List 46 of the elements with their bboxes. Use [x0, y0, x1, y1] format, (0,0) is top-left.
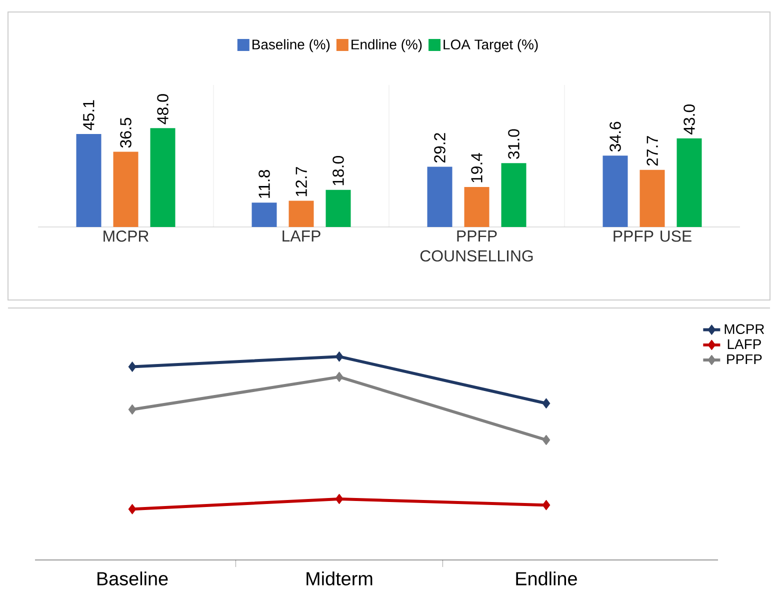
point	[335, 494, 344, 504]
bar	[113, 152, 138, 227]
data-label: 34.6	[610, 122, 621, 152]
data-label: 19.4	[471, 152, 482, 182]
data-label: 12.7	[296, 167, 307, 196]
bar	[501, 163, 526, 227]
bar	[326, 190, 351, 227]
x-tick-label: Baseline	[98, 572, 168, 586]
bar	[427, 166, 452, 227]
x-tick-label: PPFP USE	[614, 230, 692, 242]
data-label: 45.1	[83, 100, 94, 130]
point	[542, 398, 550, 409]
legend-label: MCPR	[724, 324, 764, 334]
bar	[602, 156, 628, 227]
point	[128, 504, 136, 514]
bar	[150, 128, 176, 227]
legend-label: LAFP	[728, 339, 761, 349]
bar	[676, 138, 702, 227]
point	[542, 500, 550, 510]
bar	[640, 170, 665, 227]
point	[542, 434, 550, 446]
data-label: 43.0	[684, 104, 695, 134]
x-tick-label: Endline	[516, 572, 577, 586]
legend-label: PPFP	[727, 354, 762, 364]
point	[128, 362, 136, 372]
point	[128, 404, 136, 415]
point	[335, 372, 344, 382]
bar	[252, 202, 277, 227]
data-label: 27.7	[646, 136, 658, 166]
bar	[288, 200, 314, 227]
data-label: 48.0	[157, 94, 168, 124]
bar	[464, 187, 490, 227]
bar	[76, 134, 102, 227]
data-label: 18.0	[332, 156, 344, 186]
point	[335, 351, 344, 362]
data-label: 11.8	[258, 170, 270, 198]
legend-label: LOA Target (%)	[444, 39, 538, 52]
data-label: 36.5	[120, 118, 132, 148]
data-label: 29.2	[434, 133, 446, 162]
data-label: 31.0	[508, 129, 520, 159]
x-tick-label: PPFP COUNSELLING	[420, 230, 533, 262]
legend-label: Endline (%)	[352, 39, 422, 52]
x-tick-label: LAFP	[282, 230, 320, 242]
x-tick-label: Midterm	[306, 572, 372, 586]
legend-label: Baseline (%)	[252, 39, 330, 52]
x-tick-label: MCPR	[104, 230, 148, 242]
